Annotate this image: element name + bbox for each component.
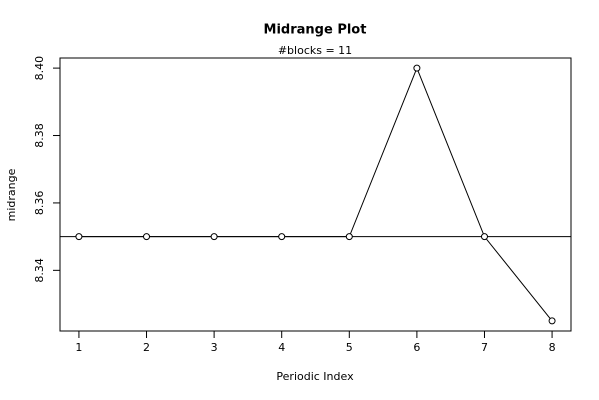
chart-subtitle: #blocks = 11 — [278, 44, 352, 57]
x-axis-label: Periodic Index — [276, 370, 354, 383]
plot-frame — [59, 57, 572, 332]
x-tick-label: 7 — [481, 341, 488, 354]
data-point — [210, 233, 218, 241]
y-tick-label: 8.38 — [33, 123, 46, 148]
data-point — [548, 317, 556, 325]
y-axis-label: midrange — [5, 168, 18, 221]
data-point — [345, 233, 353, 241]
data-point — [143, 233, 151, 241]
x-tick-label: 6 — [413, 341, 420, 354]
x-tick-label: 4 — [278, 341, 285, 354]
x-tick-label: 1 — [75, 341, 82, 354]
y-tick-label: 8.34 — [33, 258, 46, 283]
y-tick-label: 8.40 — [33, 56, 46, 81]
x-tick-label: 2 — [143, 341, 150, 354]
x-tick-label: 8 — [549, 341, 556, 354]
data-point — [413, 64, 421, 72]
x-tick-label: 5 — [346, 341, 353, 354]
data-line — [78, 66, 553, 322]
chart-title: Midrange Plot — [264, 23, 367, 38]
x-tick-label: 3 — [211, 341, 218, 354]
data-point — [278, 233, 286, 241]
data-point — [480, 233, 488, 241]
y-tick-label: 8.36 — [33, 191, 46, 216]
data-point — [75, 233, 83, 241]
